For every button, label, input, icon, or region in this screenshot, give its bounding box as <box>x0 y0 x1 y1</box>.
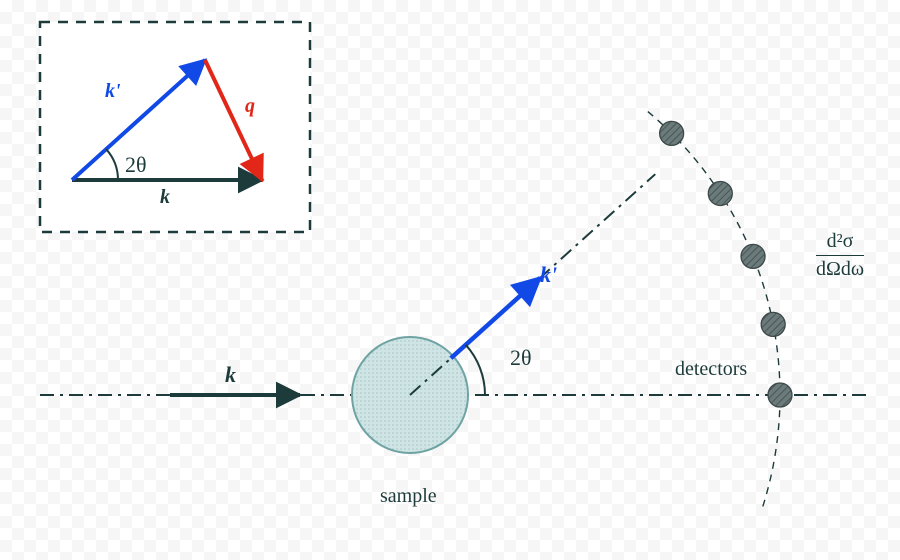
main-kprime-label: k' <box>540 262 557 288</box>
inset-angle-label: 2θ <box>125 152 147 178</box>
diagram-svg <box>0 0 900 560</box>
main-angle-label: 2θ <box>510 345 532 371</box>
main-k-label: k <box>225 362 236 388</box>
formula-denominator: dΩdω <box>816 256 864 281</box>
inset-kprime-label: k' <box>105 80 121 103</box>
sample-label: sample <box>380 485 437 508</box>
detectors-label: detectors <box>675 358 747 381</box>
cross-section-formula: d²σ dΩdω <box>816 230 864 281</box>
inset-q-label: q <box>245 95 255 118</box>
formula-numerator: d²σ <box>816 230 864 256</box>
inset-k-label: k <box>160 186 170 209</box>
diagram-stage: k' q 2θ k k k' 2θ sample detectors d²σ d… <box>0 0 900 560</box>
